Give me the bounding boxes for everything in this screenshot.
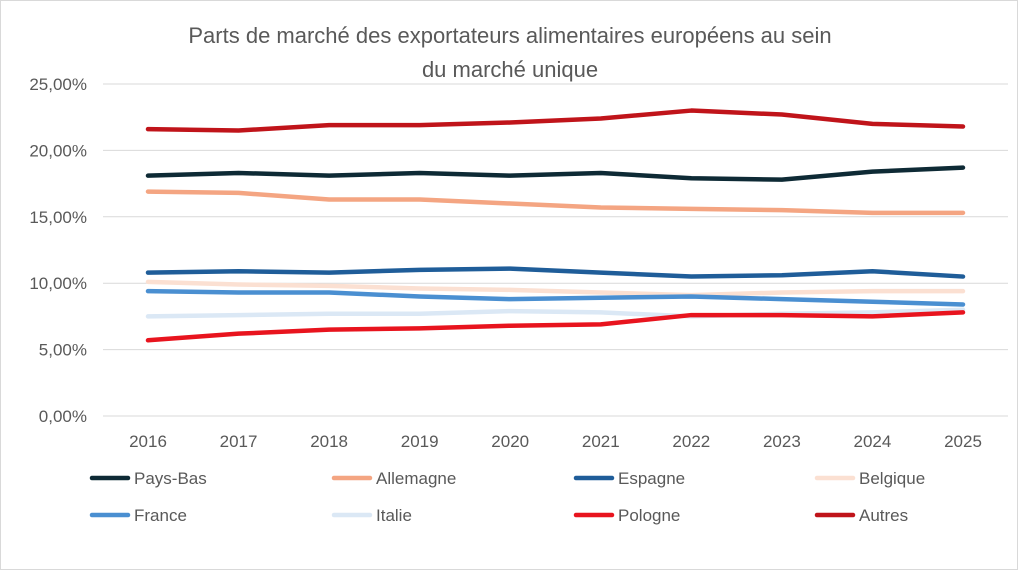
y-tick-label: 15,00% bbox=[29, 208, 87, 227]
x-tick-label: 2025 bbox=[944, 432, 982, 451]
x-tick-label: 2017 bbox=[220, 432, 258, 451]
chart-title-line-2: du marché unique bbox=[422, 57, 598, 82]
legend-item: Autres bbox=[814, 506, 908, 525]
legend-item: Pologne bbox=[573, 506, 680, 525]
legend-label: Belgique bbox=[859, 469, 925, 488]
legend-label: Pays-Bas bbox=[134, 469, 207, 488]
legend-label: Pologne bbox=[618, 506, 680, 525]
series-line-allemagne bbox=[145, 189, 966, 216]
series-line-italie bbox=[145, 307, 966, 319]
legend-item: Belgique bbox=[814, 469, 925, 488]
y-tick-label: 5,00% bbox=[39, 341, 87, 360]
series-line-belgique bbox=[145, 279, 966, 298]
chart-title-line-1: Parts de marché des exportateurs aliment… bbox=[188, 23, 831, 48]
x-tick-label: 2022 bbox=[672, 432, 710, 451]
x-tick-label: 2016 bbox=[129, 432, 167, 451]
x-tick-label: 2019 bbox=[401, 432, 439, 451]
x-tick-label: 2021 bbox=[582, 432, 620, 451]
legend-label: Allemagne bbox=[376, 469, 456, 488]
y-tick-label: 10,00% bbox=[29, 274, 87, 293]
series-line-autres bbox=[145, 108, 966, 133]
y-tick-label: 20,00% bbox=[29, 141, 87, 160]
series-line-pays-bas bbox=[145, 165, 966, 182]
y-tick-label: 0,00% bbox=[39, 407, 87, 426]
legend-label: Italie bbox=[376, 506, 412, 525]
x-tick-label: 2023 bbox=[763, 432, 801, 451]
x-tick-label: 2024 bbox=[854, 432, 892, 451]
legend-label: Espagne bbox=[618, 469, 685, 488]
x-tick-label: 2020 bbox=[491, 432, 529, 451]
legend-item: Pays-Bas bbox=[89, 469, 207, 488]
x-tick-label: 2018 bbox=[310, 432, 348, 451]
series-line-france bbox=[145, 288, 966, 307]
y-tick-label: 25,00% bbox=[29, 75, 87, 94]
legend-item: Italie bbox=[331, 506, 412, 525]
legend-label: France bbox=[134, 506, 187, 525]
legend-item: Espagne bbox=[573, 469, 685, 488]
legend-item: Allemagne bbox=[331, 469, 456, 488]
series-line-espagne bbox=[145, 266, 966, 279]
legend-item: France bbox=[89, 506, 187, 525]
series-line-pologne bbox=[145, 310, 966, 343]
legend-label: Autres bbox=[859, 506, 908, 525]
